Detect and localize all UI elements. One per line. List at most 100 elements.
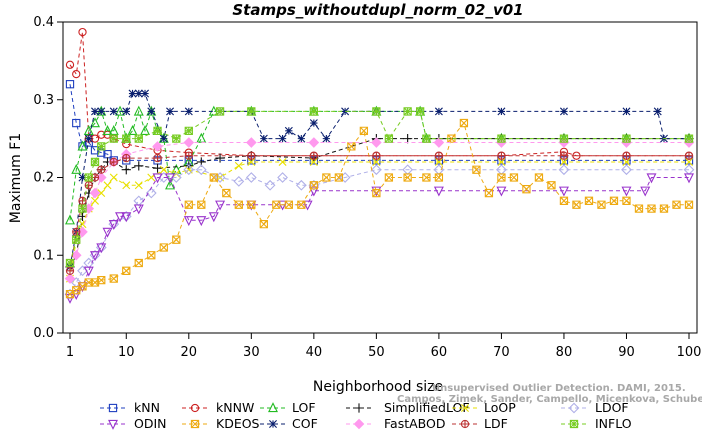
data-point-inflo: [90, 157, 100, 167]
data-point-inflo: [109, 134, 118, 143]
data-point-odin: [196, 216, 207, 227]
y-tick-label: 0.0: [33, 326, 54, 341]
series-line-cof: [69, 93, 689, 267]
legend-label: LOF: [292, 400, 316, 415]
data-point-inflo: [684, 134, 694, 143]
legend-item-simplifiedlof: SimplifiedLOF: [346, 400, 470, 415]
data-point-cof: [284, 126, 293, 135]
data-point-lof: [77, 140, 88, 151]
series-ldof: [64, 164, 695, 300]
data-point-kdeos: [247, 200, 256, 209]
data-point-inflo: [122, 134, 131, 143]
data-point-inflo: [309, 107, 318, 116]
data-point-ldof: [195, 164, 207, 176]
legend-label: ODIN: [134, 416, 167, 431]
data-point-inflo: [97, 142, 106, 151]
data-point-odin: [646, 173, 657, 184]
x-tick-label: 30: [243, 345, 260, 360]
data-point-lof: [83, 125, 94, 135]
data-point-ldof: [183, 164, 195, 176]
data-point-lof: [127, 125, 138, 135]
legend-swatch-marker: [461, 404, 469, 412]
data-point-knnw: [78, 27, 87, 37]
data-point-ldf: [684, 151, 694, 160]
data-point-kdeos: [534, 173, 544, 182]
series-line-ldf: [69, 155, 689, 271]
data-point-inflo: [559, 134, 569, 143]
data-point-loop: [309, 157, 318, 166]
series-ldf: [65, 151, 694, 275]
series-line-kdeos: [69, 122, 689, 295]
x-tick-label: 60: [431, 345, 448, 360]
watermark-line-2: Campos, Zimek, Sander, Campello, Micenko…: [397, 394, 702, 405]
series-line-lof: [69, 109, 689, 221]
data-point-odin: [277, 200, 288, 211]
y-tick-label: 0.1: [33, 248, 54, 263]
data-point-ldof: [277, 172, 288, 183]
data-point-ldof: [621, 164, 632, 176]
data-point-kdeos: [659, 204, 669, 213]
data-point-odin: [308, 186, 319, 197]
series-odin: [65, 173, 694, 304]
data-point-cof: [134, 89, 143, 98]
data-point-inflo: [134, 134, 143, 143]
y-axis: 0.0 0.1 0.2 0.3 0.4: [33, 15, 63, 341]
data-point-ldof: [558, 164, 570, 176]
legend-item-kdeos: KDEOS: [182, 416, 260, 431]
legend-label: LDOF: [595, 400, 629, 415]
data-point-kdeos: [234, 200, 243, 209]
data-point-inflo: [84, 173, 93, 182]
data-point-kdeos: [359, 126, 369, 135]
data-point-lof: [71, 163, 82, 174]
data-point-odin: [83, 266, 94, 277]
data-point-kdeos: [209, 173, 218, 182]
x-tick-label: 90: [618, 345, 635, 360]
data-point-odin: [621, 186, 632, 197]
legend-item-inflo: INFLO: [561, 416, 632, 431]
data-point-inflo: [384, 134, 394, 143]
data-point-cof: [159, 134, 168, 143]
data-point-odin: [90, 251, 101, 262]
series-line-ldof: [69, 169, 689, 295]
data-point-inflo: [422, 134, 431, 143]
data-point-knnw: [65, 60, 75, 69]
data-point-odin: [558, 186, 569, 197]
data-point-lof: [165, 179, 176, 190]
data-point-cof: [78, 173, 87, 182]
x-tick-label: 40: [306, 345, 323, 360]
data-point-ldof: [133, 195, 145, 207]
data-point-loop: [122, 181, 131, 190]
data-point-odin: [208, 212, 219, 223]
legend-swatch-marker: [354, 403, 364, 413]
data-point-simplifiedlof: [403, 134, 413, 144]
data-point-lof: [90, 117, 101, 128]
data-point-odin: [640, 186, 651, 197]
data-point-odin: [183, 216, 194, 227]
series-line-odin: [69, 177, 689, 299]
data-point-odin: [496, 186, 507, 197]
data-point-kdeos: [403, 173, 412, 182]
data-point-kdeos: [597, 200, 606, 209]
data-point-cof: [322, 134, 331, 143]
data-point-ldof: [295, 179, 307, 191]
data-point-inflo: [622, 134, 631, 143]
data-point-kdeos: [322, 173, 331, 182]
data-point-cof: [497, 107, 506, 116]
data-point-kdeos: [372, 188, 381, 198]
data-point-inflo: [403, 107, 412, 116]
data-point-odin: [102, 227, 113, 238]
legend-label: LoOP: [484, 400, 516, 415]
data-point-inflo: [172, 134, 181, 143]
data-point-ldf: [434, 151, 444, 160]
data-point-fastabod: [183, 137, 195, 148]
legend-item-loop: LoOP: [452, 400, 516, 415]
x-axis-label: Neighborhood size: [313, 379, 443, 395]
data-point-kdeos: [172, 235, 181, 244]
data-point-kdeos: [334, 173, 344, 182]
series-line-knn: [69, 84, 689, 161]
series-kdeos: [65, 118, 694, 299]
data-point-knnw: [72, 69, 81, 79]
data-point-kdeos: [109, 274, 118, 283]
data-point-kdeos: [309, 181, 318, 190]
x-tick-label: 1: [66, 345, 74, 360]
